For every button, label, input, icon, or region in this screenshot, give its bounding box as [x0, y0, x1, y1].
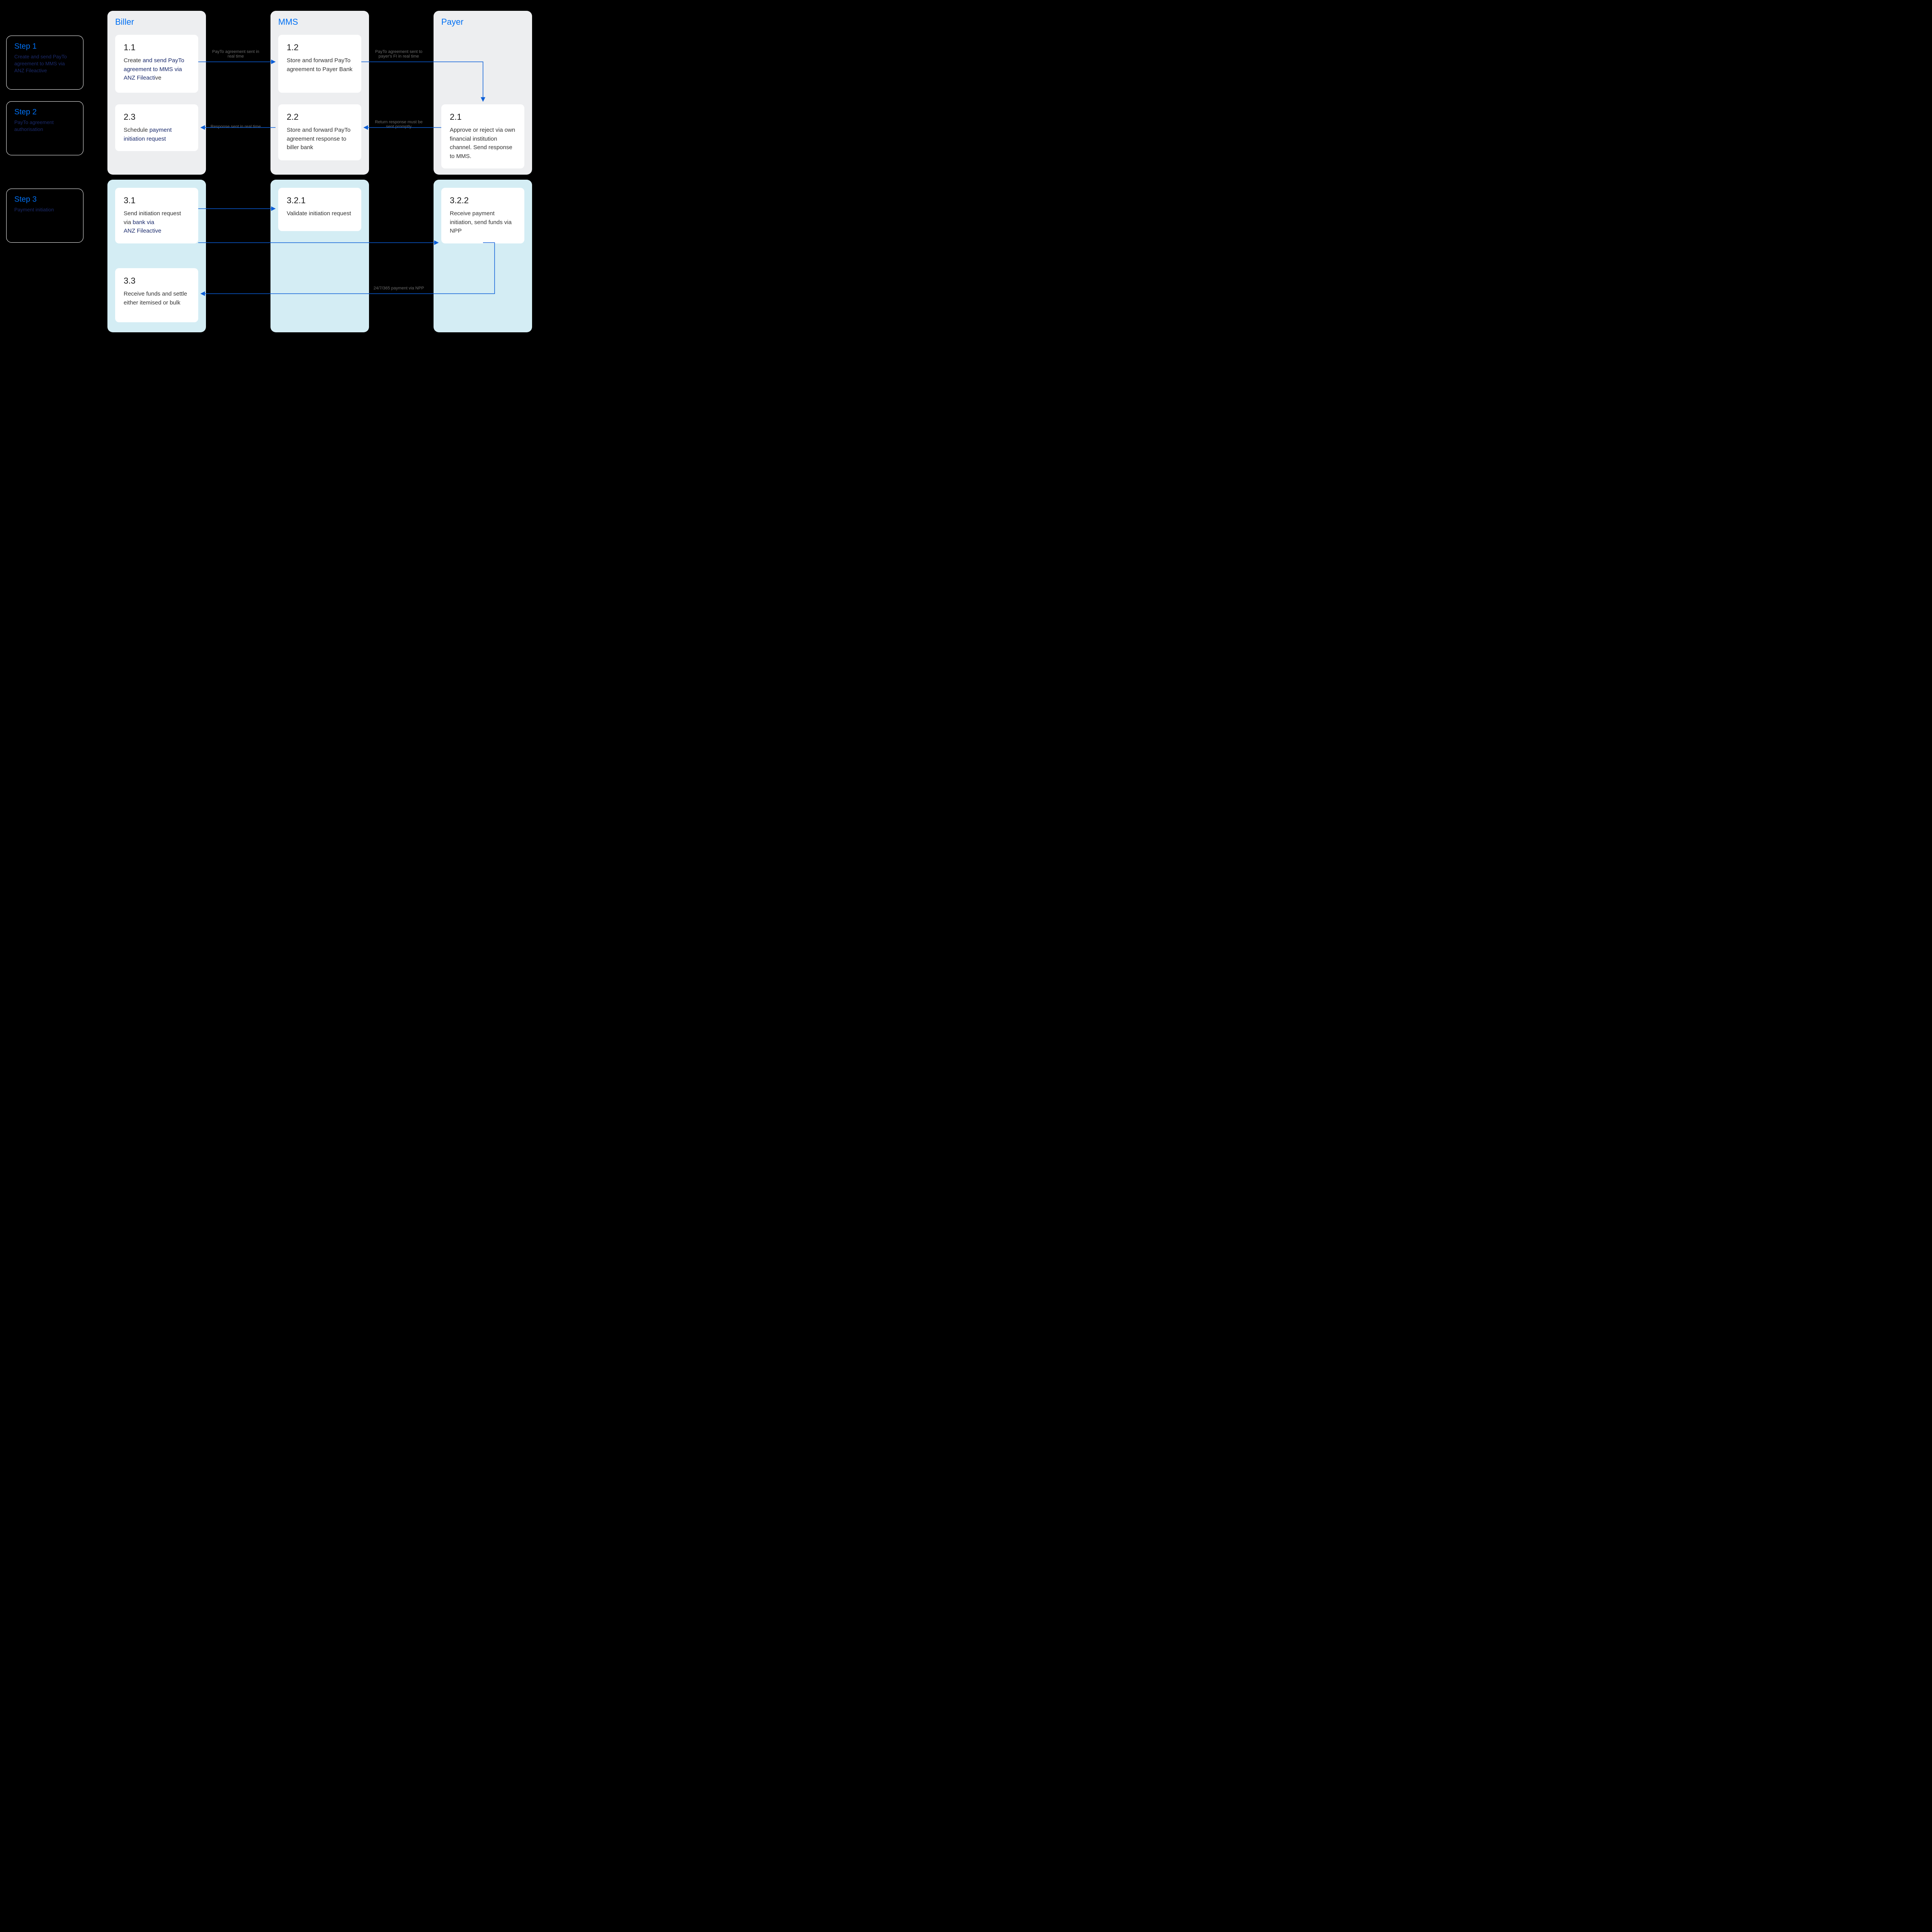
step-box-2: Step 2 PayTo agreement authorisation: [6, 101, 83, 155]
step-title-2: Step 2: [14, 108, 75, 117]
card-text-1-1-hl2: ANZ Fileacti: [124, 75, 155, 81]
card-3-2-1: 3.2.1 Validate initiation request: [278, 188, 361, 231]
card-text-2-2: Store and forward PayTo agreement respon…: [287, 126, 353, 152]
step-title-1: Step 1: [14, 42, 75, 51]
card-num-2-2: 2.2: [287, 112, 353, 122]
card-num-3-2-1: 3.2.1: [287, 196, 353, 206]
col-title-mms: MMS: [278, 17, 361, 27]
edge-label-1: PayTo agreement sent in real time: [209, 49, 263, 59]
card-text-1-1-a: Create: [124, 57, 143, 64]
card-text-2-3: Schedule payment initiation request: [124, 126, 190, 143]
step-title-3: Step 3: [14, 195, 75, 204]
card-num-3-3: 3.3: [124, 276, 190, 286]
card-2-3: 2.3 Schedule payment initiation request: [115, 104, 198, 151]
card-3-3: 3.3 Receive funds and settle either item…: [115, 268, 198, 322]
card-text-3-1-hl1: bank via: [133, 219, 154, 226]
card-num-2-1: 2.1: [450, 112, 516, 122]
card-text-3-2-1: Validate initiation request: [287, 209, 353, 218]
card-num-2-3: 2.3: [124, 112, 190, 122]
step-desc-2: PayTo agreement authorisation: [14, 119, 75, 133]
card-num-1-2: 1.2: [287, 43, 353, 53]
card-text-2-1: Approve or reject via own financial inst…: [450, 126, 516, 161]
card-3-1: 3.1 Send initiation request via bank via…: [115, 188, 198, 243]
edge-label-5: 24/7/365 payment via NPP: [372, 286, 426, 291]
card-num-1-1: 1.1: [124, 43, 190, 53]
card-text-3-2-2: Receive payment initiation, send funds v…: [450, 209, 516, 236]
step-desc-1: Create and send PayTo agreement to MMS v…: [14, 53, 75, 75]
card-2-1: 2.1 Approve or reject via own financial …: [441, 104, 524, 168]
edge-label-4: Return response must be sent promptly: [372, 120, 426, 129]
card-2-2: 2.2 Store and forward PayTo agreement re…: [278, 104, 361, 160]
card-text-1-2: Store and forward PayTo agreement to Pay…: [287, 56, 353, 74]
card-1-2: 1.2 Store and forward PayTo agreement to…: [278, 35, 361, 93]
edge-label-3: Response sent in real time: [209, 124, 263, 129]
edge-label-2: PayTo agreement sent to payer's FI in re…: [372, 49, 426, 59]
card-3-2-2: 3.2.2 Receive payment initiation, send f…: [441, 188, 524, 243]
card-num-3-2-2: 3.2.2: [450, 196, 516, 206]
card-num-3-1: 3.1: [124, 196, 190, 206]
step-desc-3: Payment initiation: [14, 206, 75, 213]
card-text-3-1-hl2: ANZ Fileactive: [124, 228, 162, 234]
col-title-biller: Biller: [115, 17, 198, 27]
card-1-1: 1.1 Create and send PayTo agreement to M…: [115, 35, 198, 93]
step-box-3: Step 3 Payment initiation: [6, 189, 83, 243]
col-title-payer: Payer: [441, 17, 524, 27]
card-text-3-3: Receive funds and settle either itemised…: [124, 290, 190, 307]
card-text-2-3-a: Schedule: [124, 127, 150, 133]
step-box-1: Step 1 Create and send PayTo agreement t…: [6, 36, 83, 90]
card-text-3-1: Send initiation request via bank via ANZ…: [124, 209, 190, 236]
card-text-1-1: Create and send PayTo agreement to MMS v…: [124, 56, 190, 83]
card-text-1-1-b: ve: [155, 75, 162, 81]
